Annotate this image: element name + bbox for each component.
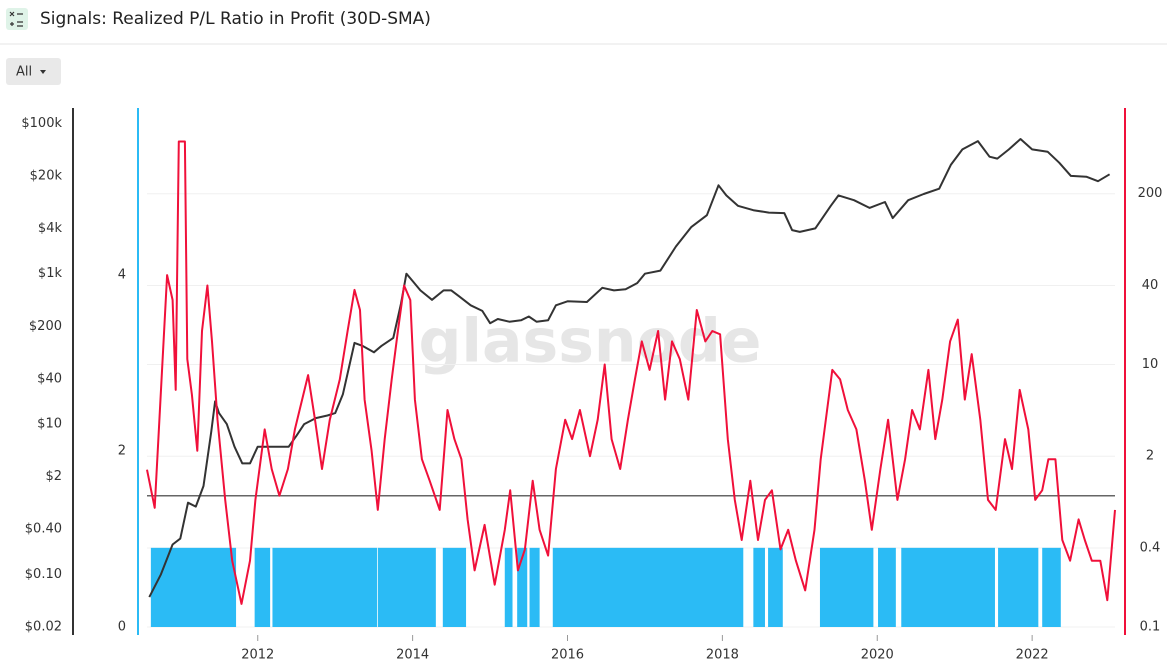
price-tick-label: $200 (29, 319, 62, 334)
signal-tick-label: 4 (118, 268, 126, 283)
signal-bar (901, 547, 995, 627)
signal-bar (529, 547, 540, 627)
price-tick-label: $4k (38, 221, 63, 236)
ratio-tick-label: 10 (1142, 357, 1159, 372)
signal-bar (998, 547, 1039, 627)
signal-bar (442, 547, 467, 627)
ratio-tick-label: 0.1 (1140, 620, 1161, 635)
signal-bar (517, 547, 528, 627)
price-tick-label: $40 (37, 371, 62, 386)
signal-bar (377, 547, 436, 627)
range-button-bg[interactable] (6, 58, 61, 85)
signal-tick-label: 2 (118, 444, 126, 459)
ratio-tick-label: 2 (1146, 449, 1154, 464)
range-button[interactable]: All (6, 58, 61, 85)
signal-bar (552, 547, 744, 627)
price-tick-label: $100k (21, 116, 62, 131)
price-tick-label: $0.40 (25, 522, 62, 537)
signal-bar (1042, 547, 1061, 627)
icon-glyph (9, 11, 23, 27)
price-tick-label: $1k (38, 266, 63, 281)
signal-bar (878, 547, 896, 627)
x-tick-label: 2016 (551, 648, 584, 663)
ratio-tick-label: 40 (1142, 278, 1159, 293)
x-tick-label: 2018 (706, 648, 739, 663)
price-tick-label: $0.10 (25, 567, 62, 582)
x-tick-label: 2012 (241, 648, 274, 663)
signal-bar (819, 547, 874, 627)
x-tick-label: 2014 (396, 648, 429, 663)
price-tick-label: $20k (30, 168, 63, 183)
caret[interactable] (40, 70, 46, 74)
x-tick-label: 2020 (861, 648, 894, 663)
ratio-line (146, 140, 1116, 605)
signal-bar (753, 547, 765, 627)
signal-bar (272, 547, 377, 627)
signal-bar (254, 547, 271, 627)
price-tick-label: $2 (45, 469, 62, 484)
ratio-tick-label: 0.4 (1140, 540, 1161, 555)
signal-tick-label: 0 (118, 620, 126, 635)
signal-bar (768, 547, 783, 627)
range-button-label[interactable]: All (16, 65, 32, 80)
price-tick-label: $0.02 (25, 620, 62, 635)
price-line (148, 138, 1111, 598)
ratio-tick-label: 200 (1138, 186, 1163, 201)
header-icon (6, 8, 28, 30)
signal-bar (150, 547, 237, 627)
price-tick-label: $10 (37, 417, 62, 432)
x-tick-label: 2022 (1016, 648, 1049, 663)
watermark: glassnode (418, 307, 761, 377)
page-title: Signals: Realized P/L Ratio in Profit (3… (40, 9, 431, 29)
signal-bar (504, 547, 513, 627)
